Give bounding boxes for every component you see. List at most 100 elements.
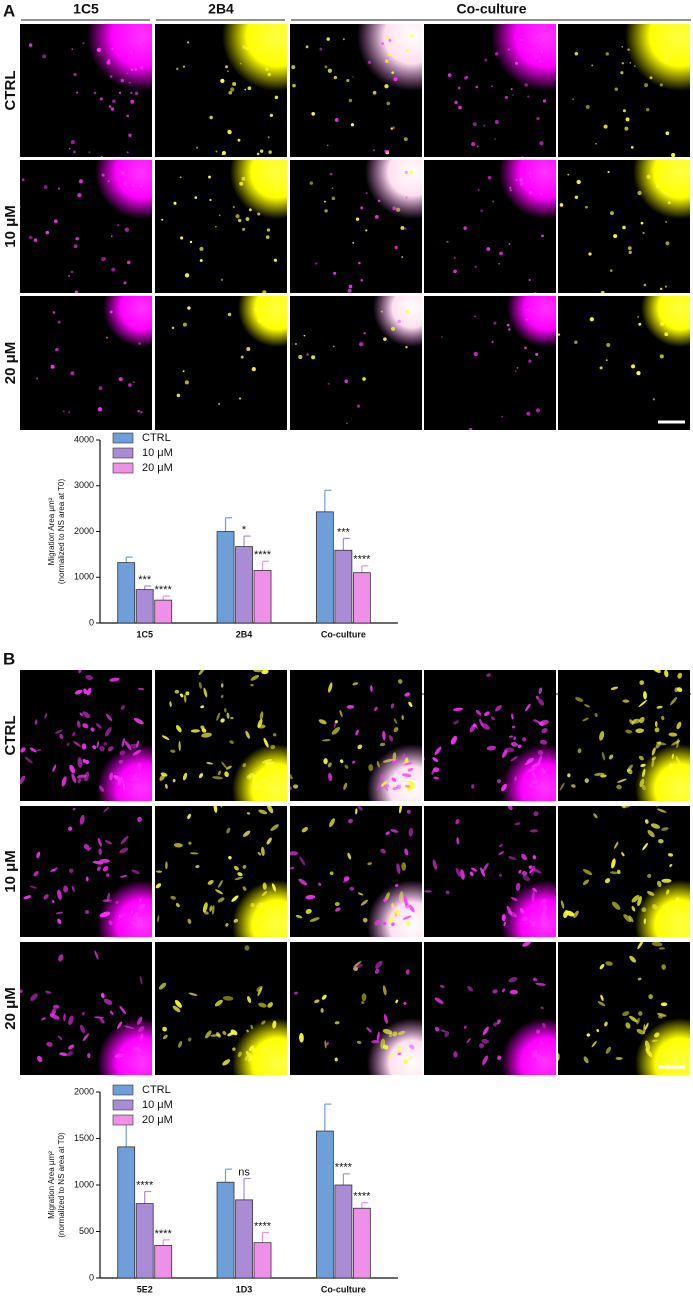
cell bbox=[77, 778, 82, 784]
glow bbox=[499, 160, 556, 219]
cell bbox=[641, 907, 647, 913]
cell bbox=[534, 292, 537, 293]
cell bbox=[539, 141, 544, 146]
cell bbox=[256, 49, 261, 54]
cell bbox=[656, 880, 662, 888]
cell bbox=[385, 35, 389, 40]
cell bbox=[519, 178, 524, 182]
cell bbox=[616, 869, 621, 875]
cell bbox=[372, 90, 377, 95]
y-tick-label: 3000 bbox=[74, 480, 94, 490]
cell bbox=[220, 694, 224, 699]
cell bbox=[250, 674, 260, 681]
y-axis-note: (normalized to NS area at T0) bbox=[57, 479, 66, 585]
cell bbox=[613, 234, 618, 239]
cell bbox=[82, 1033, 90, 1042]
cell bbox=[515, 61, 519, 65]
cell bbox=[542, 1056, 546, 1061]
cell bbox=[577, 748, 582, 754]
cell bbox=[335, 907, 341, 912]
bar bbox=[135, 589, 154, 624]
cell bbox=[130, 51, 134, 55]
cell bbox=[272, 51, 276, 54]
cell bbox=[46, 1041, 53, 1047]
significance-label: **** bbox=[155, 1228, 173, 1240]
cell bbox=[332, 345, 335, 348]
cell bbox=[501, 415, 504, 418]
cell bbox=[574, 195, 579, 199]
cell bbox=[240, 355, 244, 359]
cell bbox=[677, 1056, 681, 1063]
cell bbox=[582, 869, 593, 876]
cell bbox=[661, 715, 665, 721]
cell bbox=[440, 1029, 447, 1033]
cell bbox=[401, 73, 404, 76]
cell bbox=[664, 285, 667, 288]
micrograph bbox=[290, 24, 422, 157]
cell bbox=[487, 175, 492, 180]
cell bbox=[120, 705, 125, 710]
cell bbox=[190, 729, 200, 733]
cell bbox=[491, 340, 494, 343]
cell bbox=[508, 328, 511, 331]
cell bbox=[110, 1010, 114, 1015]
cell bbox=[326, 37, 330, 41]
cell bbox=[487, 659, 492, 664]
cell bbox=[541, 38, 545, 42]
cell bbox=[260, 902, 264, 909]
legend-label: 10 μM bbox=[142, 1099, 173, 1111]
cell bbox=[238, 397, 242, 400]
y-tick-label: 500 bbox=[79, 1226, 94, 1236]
cell bbox=[217, 770, 221, 776]
cell bbox=[68, 826, 73, 831]
cell bbox=[402, 915, 412, 920]
cell bbox=[59, 733, 64, 740]
cell bbox=[595, 142, 598, 145]
cell bbox=[669, 863, 673, 868]
cell bbox=[226, 827, 231, 834]
y-tick-label: 0 bbox=[89, 617, 94, 627]
cell bbox=[234, 876, 244, 881]
micrograph bbox=[424, 806, 556, 937]
cell bbox=[349, 886, 355, 891]
cell bbox=[57, 1035, 63, 1041]
micrograph-content bbox=[558, 942, 690, 1075]
cell bbox=[160, 772, 168, 777]
cell bbox=[130, 777, 140, 781]
cell bbox=[383, 1014, 388, 1024]
cell bbox=[673, 783, 677, 791]
cell bbox=[472, 122, 477, 127]
cell bbox=[626, 768, 633, 775]
cell bbox=[542, 169, 547, 175]
cell bbox=[136, 740, 140, 748]
cell bbox=[582, 717, 589, 722]
cell bbox=[305, 908, 312, 914]
cell bbox=[83, 688, 88, 695]
cell bbox=[244, 88, 247, 91]
cell bbox=[584, 704, 590, 708]
cell bbox=[242, 886, 247, 891]
cell bbox=[537, 755, 543, 765]
cell bbox=[644, 1040, 651, 1051]
cell bbox=[458, 105, 462, 110]
cell bbox=[79, 712, 83, 716]
cell bbox=[70, 371, 75, 376]
cell bbox=[524, 761, 530, 766]
cell bbox=[331, 727, 340, 735]
cell bbox=[664, 57, 669, 62]
cell bbox=[453, 707, 464, 711]
cell bbox=[13, 913, 20, 921]
cell bbox=[257, 318, 262, 323]
cell bbox=[103, 998, 113, 1005]
cell bbox=[651, 942, 663, 947]
cell bbox=[346, 704, 355, 709]
cell bbox=[605, 961, 613, 966]
cell bbox=[639, 716, 645, 724]
cell bbox=[103, 806, 110, 813]
cell bbox=[109, 677, 120, 682]
micrograph-content bbox=[155, 24, 287, 157]
cell bbox=[625, 729, 633, 734]
cell bbox=[138, 903, 146, 910]
cell bbox=[473, 351, 478, 357]
x-tick-label: 1D3 bbox=[236, 1284, 253, 1294]
